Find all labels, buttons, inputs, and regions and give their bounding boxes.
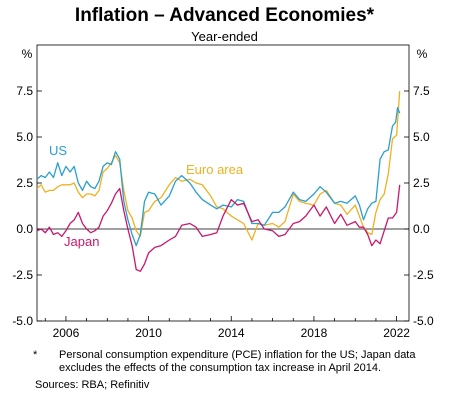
y-tick-label-left: 7.5 (16, 84, 33, 98)
x-tick-label: 2006 (53, 326, 80, 340)
footnote-marker: * (33, 349, 38, 361)
y-tick-label-right: 0.0 (413, 222, 430, 236)
y-axis-ticks: -5.0 -5.0 -2.5 -2.5 0.0 0.0 2.5 2.5 5.0 5.0 7.5 7.5 (12, 84, 434, 328)
label-japan: Japan (64, 234, 99, 249)
y-tick-label-left: -2.5 (12, 268, 33, 282)
y-unit-right: % (417, 47, 428, 61)
x-axis-ticks: 2006 2010 2014 2018 2022 (44, 316, 410, 340)
y-unit-left: % (22, 47, 33, 61)
y-tick-label-left: 2.5 (16, 176, 33, 190)
series-line-us (36, 106, 401, 247)
sources: Sources: RBA; Refinitiv (35, 379, 150, 391)
y-tick-label-right: 5.0 (413, 130, 430, 144)
y-tick-label-right: -5.0 (413, 314, 434, 328)
y-tick-label-left: 5.0 (16, 130, 33, 144)
y-tick-label-right: 2.5 (413, 176, 430, 190)
y-tick-label-right: -2.5 (413, 268, 434, 282)
series-line-euro-area (36, 90, 401, 241)
y-tick-label-left: 0.0 (16, 222, 33, 236)
y-tick-label-left: -5.0 (12, 314, 33, 328)
label-euro-area: Euro area (186, 162, 244, 177)
series-lines (36, 90, 401, 272)
y-tick-label-right: 7.5 (413, 84, 430, 98)
x-tick-label: 2018 (301, 326, 328, 340)
chart-subtitle: Year-ended (191, 29, 258, 44)
x-tick-label: 2022 (383, 326, 410, 340)
x-tick-label: 2014 (218, 326, 245, 340)
chart-title: Inflation – Advanced Economies* (74, 5, 375, 26)
label-us: US (49, 143, 67, 158)
footnote-text: Personal consumption expenditure (PCE) i… (59, 349, 416, 374)
plot-frame (36, 44, 410, 322)
x-tick-label: 2010 (135, 326, 162, 340)
series-line-japan (36, 184, 401, 272)
